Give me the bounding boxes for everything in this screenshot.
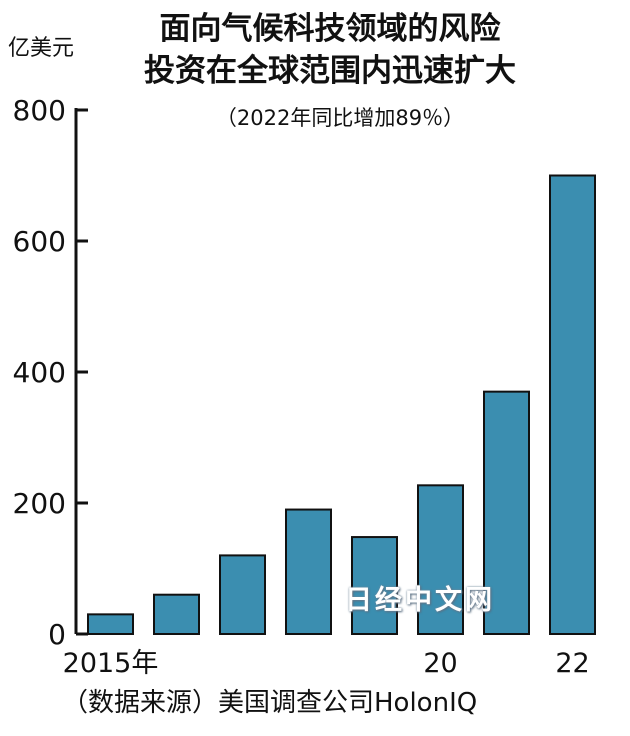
y-tick-label-0: 0: [48, 618, 66, 651]
watermark-logo: 日经中文网: [345, 585, 495, 616]
y-tick-label-600: 600: [13, 225, 66, 258]
bar-2016: [153, 593, 200, 636]
y-tick-label-200: 200: [13, 487, 66, 520]
bar-2018: [285, 508, 332, 635]
data-source-note: （数据来源）美国调查公司HolonIQ: [62, 688, 478, 718]
x-tick-label-2022: 22: [555, 648, 589, 679]
chart-title-line-1: 面向气候科技领域的风险: [159, 11, 501, 47]
bar-2021: [483, 390, 530, 635]
x-tick-label-2015: 2015年: [63, 648, 159, 679]
bar-2015: [87, 613, 134, 635]
bar-2020: [417, 484, 464, 635]
bar-2017: [219, 554, 266, 636]
bar-2019: [351, 536, 398, 635]
y-tick-label-400: 400: [13, 356, 66, 389]
y-axis-unit-label: 亿美元: [8, 36, 75, 61]
bar-2022: [549, 174, 596, 635]
chart-subtitle: （2022年同比增加89％）: [215, 106, 465, 130]
chart-title-line-2: 投资在全球范围内迅速扩大: [144, 53, 516, 89]
y-tick-label-800: 800: [13, 94, 66, 127]
x-tick-label-2020: 20: [423, 648, 457, 679]
